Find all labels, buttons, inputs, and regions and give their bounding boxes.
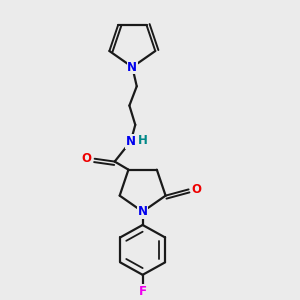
Text: F: F [139,285,147,298]
Text: N: N [126,135,136,148]
Text: N: N [127,61,137,74]
Text: N: N [138,205,148,218]
Text: O: O [81,152,92,165]
Text: H: H [138,134,148,147]
Text: O: O [192,183,202,196]
